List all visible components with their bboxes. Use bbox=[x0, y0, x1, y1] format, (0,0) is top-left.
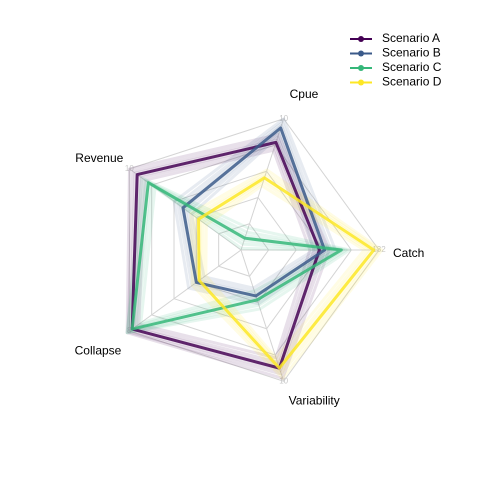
legend-marker-3 bbox=[358, 65, 364, 71]
series-line-scenario-b bbox=[181, 126, 327, 298]
axis-label-revenue: Revenue bbox=[75, 151, 123, 165]
series-band-4-6 bbox=[189, 168, 384, 380]
spoke-cpue bbox=[240, 118, 285, 251]
series-band-2-1 bbox=[190, 135, 316, 290]
legend-marker-4 bbox=[358, 79, 364, 86]
series-line-scenario-a bbox=[130, 140, 321, 370]
series-band-1-4 bbox=[128, 138, 324, 373]
axis-max-labels: 10 132 10 8 10 bbox=[125, 114, 386, 385]
series-band-2-6 bbox=[172, 117, 337, 306]
legend-marker-2 bbox=[358, 50, 364, 57]
series-band-1-6 bbox=[125, 133, 331, 380]
grid-ring-4 bbox=[151, 144, 353, 356]
spoke-variability bbox=[240, 249, 285, 382]
series-band-2-4 bbox=[179, 124, 329, 300]
grid-ring-5 bbox=[128, 118, 380, 382]
series-band-4-1 bbox=[204, 184, 366, 360]
legend-label-2: Scenario B bbox=[382, 46, 441, 60]
axis-label-cpue: Cpue bbox=[290, 87, 319, 101]
legend-label-3: Scenario C bbox=[382, 60, 442, 74]
series-line-scenario-d bbox=[197, 176, 376, 370]
tick-label-revenue: 10 bbox=[125, 164, 134, 173]
tick-label-catch: 132 bbox=[372, 245, 386, 254]
legend-label-1: Scenario A bbox=[382, 31, 440, 45]
legend-label-4: Scenario D bbox=[382, 75, 442, 89]
axis-label-catch: Catch bbox=[393, 246, 424, 260]
series-band-2-5 bbox=[176, 121, 333, 303]
tick-label-variability: 10 bbox=[279, 376, 288, 385]
series-band-4-5 bbox=[192, 171, 381, 376]
series-band-2-3 bbox=[183, 128, 324, 296]
spoke-collapse bbox=[129, 249, 242, 332]
series-line-scenario-c bbox=[130, 181, 343, 331]
series-band-1-2 bbox=[134, 145, 316, 364]
series-band-1-3 bbox=[132, 142, 319, 368]
series-band-4-2 bbox=[201, 180, 370, 364]
tick-label-collapse: 8 bbox=[127, 326, 132, 335]
axis-label-variability: Variability bbox=[289, 393, 340, 407]
series-band-3-6 bbox=[125, 176, 352, 335]
tick-label-cpue: 10 bbox=[279, 114, 288, 123]
grid-ring-1 bbox=[218, 223, 270, 277]
axis-label-collapse: Collapse bbox=[75, 343, 122, 357]
axis-labels: Cpue Catch Variability Collapse Revenue bbox=[75, 87, 425, 407]
series-band-1-1 bbox=[137, 148, 312, 360]
series-uncertainty-bands bbox=[125, 117, 384, 380]
legend-marker-1 bbox=[358, 36, 364, 42]
series-lines bbox=[130, 126, 376, 370]
